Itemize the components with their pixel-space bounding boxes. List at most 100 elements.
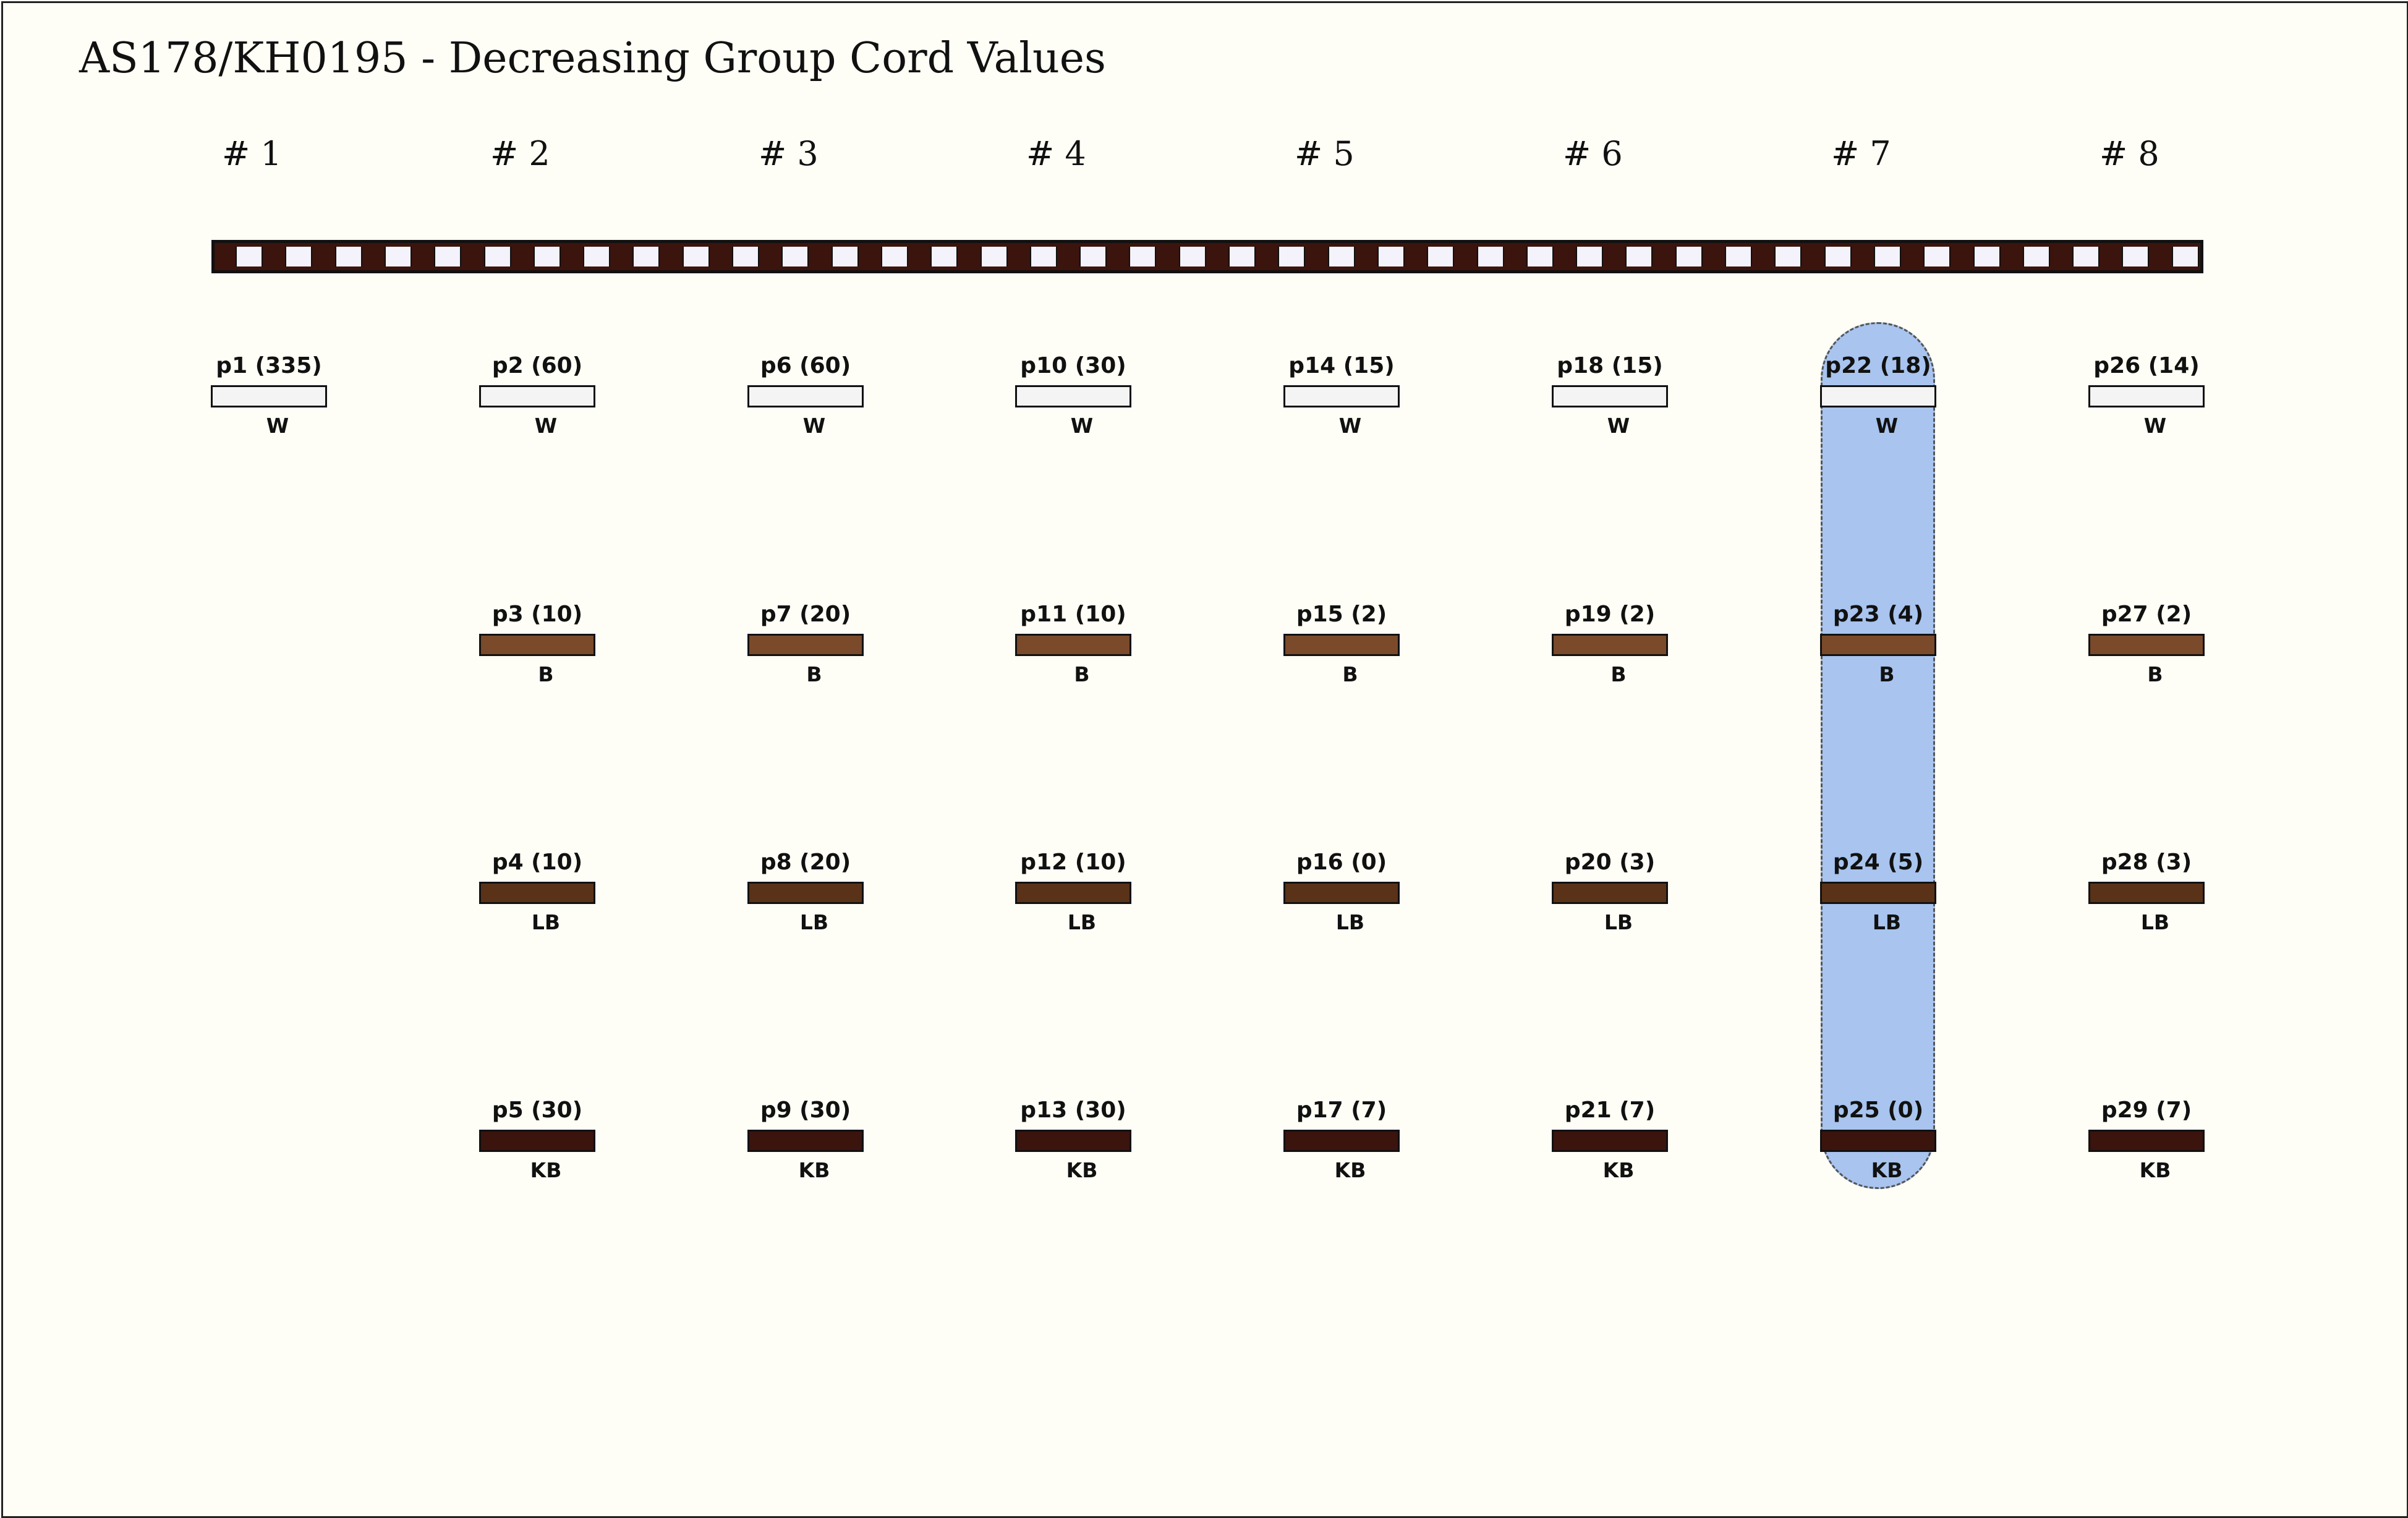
cord-color-code: W — [1338, 414, 1362, 438]
primary-cord-segment — [2122, 247, 2150, 267]
primary-cord-segment — [682, 247, 710, 267]
cord-bar — [479, 634, 595, 656]
cord-label: p21 (7) — [1564, 1098, 1656, 1123]
primary-cord-segment — [334, 247, 362, 267]
group-label-3: # 3 — [759, 134, 819, 173]
primary-cord-segment — [930, 247, 958, 267]
cord-color-code: W — [266, 414, 289, 438]
primary-cord — [211, 240, 2203, 273]
primary-cord-segment — [1228, 247, 1256, 267]
cord-label: p6 (60) — [760, 353, 851, 378]
primary-cord-segment — [1576, 247, 1604, 267]
cord-color-code: W — [1070, 414, 1094, 438]
primary-cord-segment — [2171, 247, 2199, 267]
group-label-8: # 8 — [2100, 134, 2159, 173]
primary-cord-segment — [980, 247, 1008, 267]
cord-color-code: B — [538, 662, 554, 686]
cord-bar — [1552, 882, 1668, 904]
cord-bar — [479, 882, 595, 904]
cord-label: p10 (30) — [1020, 353, 1126, 378]
primary-cord-segment — [1675, 247, 1703, 267]
group-label-2: # 2 — [490, 134, 550, 173]
primary-cord-segment — [1923, 247, 1951, 267]
cord-label: p7 (20) — [760, 602, 851, 627]
primary-cord-segment — [2022, 247, 2050, 267]
cord-label: p20 (3) — [1564, 850, 1656, 875]
cord-color-code: LB — [1604, 910, 1633, 934]
cord-label: p15 (2) — [1296, 602, 1387, 627]
cord-bar — [2088, 882, 2205, 904]
cord-label: p23 (4) — [1832, 602, 1924, 627]
cord-color-code: LB — [531, 910, 561, 934]
cord-bar — [1283, 385, 1400, 407]
cord-label: p17 (7) — [1296, 1098, 1387, 1123]
cord-color-code: LB — [1335, 910, 1365, 934]
group-7-highlight — [1821, 322, 1935, 1189]
primary-cord-segment — [1973, 247, 2001, 267]
page-title: AS178/KH0195 - Decreasing Group Cord Val… — [79, 34, 1106, 83]
cord-label: p24 (5) — [1832, 850, 1924, 875]
cord-label: p18 (15) — [1557, 353, 1663, 378]
cord-color-code: B — [1074, 662, 1090, 686]
cord-label: p27 (2) — [2101, 602, 2192, 627]
cord-color-code: W — [802, 414, 826, 438]
cord-label: p1 (335) — [216, 353, 322, 378]
cord-bar — [1283, 882, 1400, 904]
cord-label: p8 (20) — [760, 850, 851, 875]
cord-bar — [211, 385, 327, 407]
cord-color-code: LB — [2140, 910, 2170, 934]
cord-bar — [1820, 385, 1936, 407]
primary-cord-segment — [1526, 247, 1554, 267]
primary-cord-segment — [1377, 247, 1405, 267]
primary-cord-segment — [1079, 247, 1107, 267]
cord-bar — [1820, 1130, 1936, 1152]
primary-cord-segment — [1327, 247, 1355, 267]
cord-color-code: KB — [1871, 1158, 1903, 1182]
primary-cord-segment — [1029, 247, 1057, 267]
cord-color-code: B — [1879, 662, 1895, 686]
primary-cord-segment — [781, 247, 809, 267]
cord-label: p5 (30) — [491, 1098, 583, 1123]
cord-bar — [1015, 882, 1131, 904]
cord-color-code: B — [1610, 662, 1627, 686]
cord-color-code: B — [806, 662, 822, 686]
cord-color-code: W — [1607, 414, 1630, 438]
cord-color-code: LB — [1872, 910, 1902, 934]
primary-cord-segment — [533, 247, 561, 267]
cord-label: p16 (0) — [1296, 850, 1387, 875]
primary-cord-segment — [880, 247, 908, 267]
cord-color-code: LB — [1067, 910, 1097, 934]
cord-label: p11 (10) — [1020, 602, 1126, 627]
cord-bar — [747, 385, 864, 407]
cord-label: p28 (3) — [2101, 850, 2192, 875]
cord-label: p26 (14) — [2093, 353, 2200, 378]
primary-cord-segment — [1476, 247, 1504, 267]
cord-bar — [1283, 634, 1400, 656]
cord-bar — [1552, 634, 1668, 656]
cord-bar — [1015, 1130, 1131, 1152]
cord-label: p12 (10) — [1020, 850, 1126, 875]
cord-label: p2 (60) — [491, 353, 583, 378]
primary-cord-segment — [434, 247, 462, 267]
primary-cord-segment — [384, 247, 412, 267]
cord-color-code: KB — [1066, 1158, 1098, 1182]
primary-cord-segment — [1278, 247, 1306, 267]
cord-color-code: W — [534, 414, 558, 438]
group-label-4: # 4 — [1026, 134, 1086, 173]
primary-cord-segment — [1427, 247, 1455, 267]
group-label-7: # 7 — [1831, 134, 1891, 173]
cord-bar — [2088, 385, 2205, 407]
cord-bar — [747, 882, 864, 904]
primary-cord-segment — [1725, 247, 1752, 267]
primary-cord-segment — [732, 247, 759, 267]
cord-label: p22 (18) — [1825, 353, 1931, 378]
cord-bar — [1015, 634, 1131, 656]
primary-cord-segment — [1178, 247, 1206, 267]
cord-color-code: W — [1875, 414, 1899, 438]
primary-cord-segment — [831, 247, 859, 267]
cord-color-code: LB — [799, 910, 829, 934]
group-label-1: # 1 — [222, 134, 282, 173]
cord-label: p9 (30) — [760, 1098, 851, 1123]
primary-cord-segment — [285, 247, 313, 267]
